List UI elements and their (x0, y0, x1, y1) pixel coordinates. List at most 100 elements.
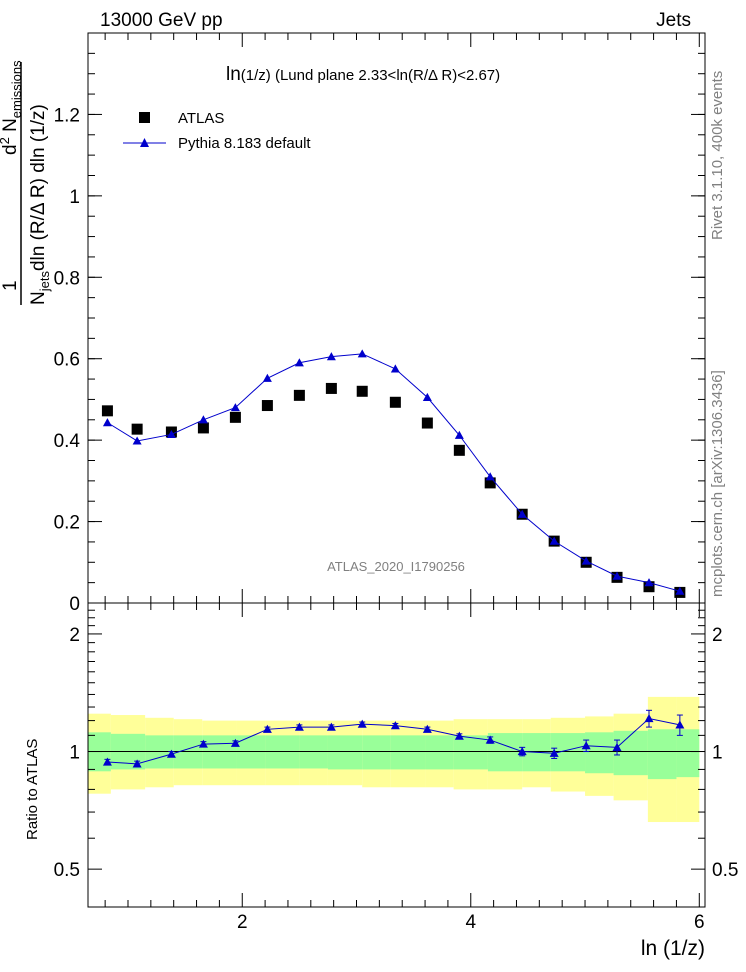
ratio-green-band (487, 733, 523, 772)
ratio-data-point (230, 738, 240, 747)
y-tick-label: 0.4 (54, 431, 81, 452)
ratio-tick-label-right: 1 (712, 743, 723, 764)
atlas-data-point (197, 422, 209, 434)
pythia-data-point (132, 436, 142, 445)
title-delta: Δ (428, 67, 438, 84)
title-ln: ln (226, 64, 241, 85)
pythia-data-point (644, 578, 654, 587)
ratio-data-point (644, 713, 654, 723)
ylabel-num-sup: 2 (0, 137, 12, 144)
pythia-data-point (262, 373, 272, 382)
atlas-data-point (643, 581, 655, 593)
y-tick-label: 0 (69, 594, 80, 615)
ylabel-num-sub: emissions (9, 60, 24, 118)
pythia-data-point (612, 571, 622, 580)
pythia-data-point (675, 586, 685, 595)
ratio-uncertainty-bands (88, 696, 705, 823)
ratio-tick-label-left: 2 (69, 625, 80, 646)
ratio-data-point (357, 719, 367, 728)
atlas-data-point (453, 444, 465, 456)
atlas-data-point (389, 396, 401, 408)
y-tick-label: 0.6 (54, 350, 80, 371)
ratio-data-point (294, 722, 304, 731)
ylabel-one: 1 (0, 280, 21, 291)
ratio-tick-label-right: 0.5 (712, 860, 738, 881)
ratio-data-point (422, 724, 432, 733)
ratio-data-point (454, 731, 464, 740)
legend: ATLAS Pythia 8.183 default (123, 110, 311, 152)
atlas-data-point (131, 423, 143, 435)
pythia-data-point (357, 349, 367, 358)
legend-atlas-marker (139, 112, 150, 123)
x-axis-label: ln (1/z) (641, 937, 705, 960)
x-tick-label: 2 (237, 912, 248, 933)
atlas-data-point (325, 382, 337, 394)
ratio-data-point (102, 757, 112, 766)
title-1z: (1/z) (241, 67, 271, 84)
ylabel-n: N (28, 291, 49, 305)
legend-pythia-marker (140, 138, 149, 147)
ylabel-num-d: d (0, 144, 21, 155)
pythia-data-point (390, 364, 400, 373)
ylabel-delta: Δ (28, 202, 49, 215)
header-left-label: 13000 GeV pp (100, 10, 223, 31)
chart-title: ln(1/z) (Lund plane 2.33<ln(R/Δ R)<2.67) (226, 64, 500, 85)
ratio-data-point (198, 739, 208, 748)
ratio-green-band (585, 732, 614, 774)
pythia-data-point (198, 415, 208, 424)
source-label: mcplots.cern.ch [arXiv:1306.3436] (709, 370, 726, 597)
ratio-green-band (676, 729, 700, 778)
ratio-tick-label-left: 0.5 (54, 860, 80, 881)
pythia-data-point (549, 536, 559, 545)
y-axis-label: Njetsdln (R/Δ R) dln (1/z) 1 d2 Nemissio… (0, 60, 52, 305)
atlas-data-point (484, 477, 496, 489)
ratio-data-point (549, 748, 559, 757)
analysis-watermark: ATLAS_2020_I1790256 (327, 559, 465, 574)
y-tick-label: 0.8 (54, 268, 80, 289)
atlas-data-point (101, 405, 113, 417)
ratio-green-band (453, 735, 488, 770)
legend-pythia-label: Pythia 8.183 default (178, 135, 311, 152)
axes: 0 0.2 0.4 0.6 0.8 1 1.2 2 4 6 0.5 0.5 1 1 2 2 (54, 32, 738, 933)
atlas-data-point (229, 411, 241, 423)
pythia-data-point (485, 472, 495, 481)
pythia-data-point (166, 429, 176, 439)
x-tick-label: 6 (694, 912, 705, 933)
y-tick-label: 0.2 (54, 513, 80, 534)
ratio-y-axis-label: Ratio to ATLAS (24, 739, 41, 840)
ratio-green-band (390, 735, 426, 770)
pythia-data-point (422, 392, 432, 401)
ratio-data-point (517, 747, 527, 756)
y-tick-label: 1.2 (54, 105, 80, 126)
y-tick-label: 1 (69, 187, 80, 208)
ratio-green-band (613, 730, 648, 776)
main-plot-marks (101, 349, 686, 598)
ratio-data-point (390, 721, 400, 730)
ylabel-denom-rest: dln (R/ (28, 214, 49, 271)
svg-text:d2 Nemissions: d2 Nemissions (0, 60, 24, 155)
pythia-series-line (107, 353, 680, 592)
ratio-data-point (581, 741, 591, 750)
pythia-data-point (517, 509, 527, 518)
pythia-data-point (230, 403, 240, 412)
legend-atlas-label: ATLAS (178, 110, 224, 127)
ratio-tick-label-right: 2 (712, 625, 723, 646)
ratio-data-point (485, 735, 495, 744)
ylabel-num-n: N (0, 118, 21, 137)
ratio-frame (87, 602, 706, 908)
svg-text:Njetsdln (R/Δ R) dln (1/z): Njetsdln (R/Δ R) dln (1/z) (28, 104, 52, 305)
rivet-info-label: Rivet 3.1.10, 400k events (709, 71, 726, 240)
x-tick-label: 4 (465, 912, 476, 933)
ratio-data-point (132, 759, 142, 768)
ratio-green-band (550, 733, 586, 772)
ratio-green-band (425, 735, 454, 770)
pythia-data-point (454, 430, 464, 439)
atlas-data-point (261, 400, 273, 412)
ratio-tick-label-left: 1 (69, 743, 80, 764)
ratio-data-point (675, 720, 685, 729)
ratio-green-band (362, 735, 391, 770)
ratio-green-band (327, 735, 363, 770)
ratio-data-point (612, 742, 622, 751)
ratio-green-band (647, 729, 677, 780)
